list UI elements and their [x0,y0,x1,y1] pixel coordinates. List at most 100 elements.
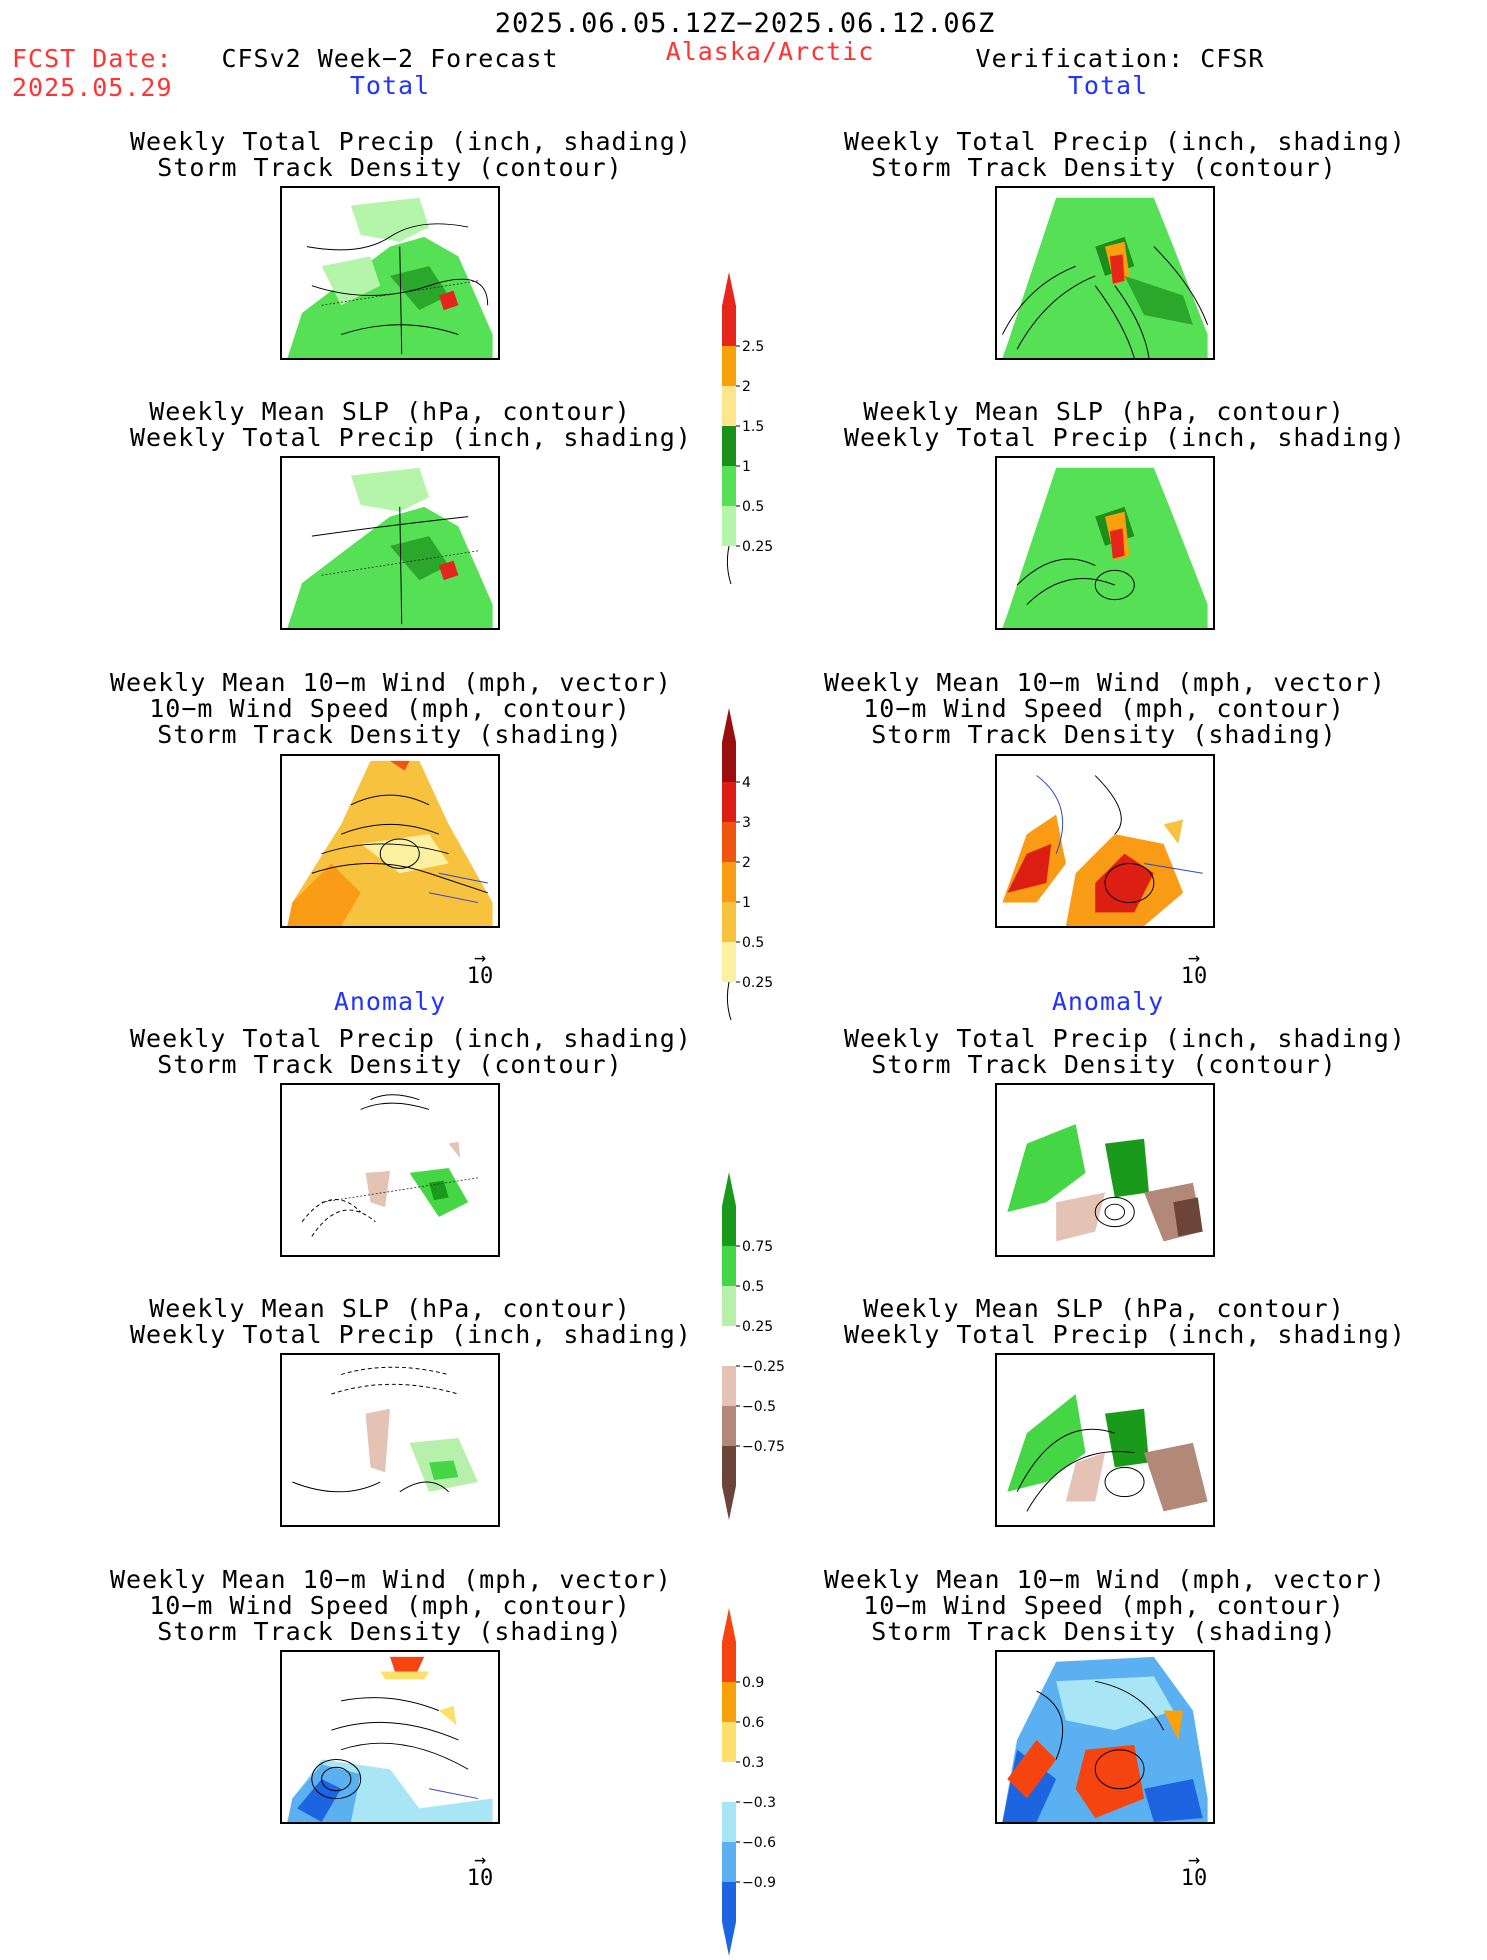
colorbar-label: 0.25 [742,1319,773,1335]
arrow-right-icon: → [473,945,487,969]
map-total-precip-storm-forecast [280,186,500,360]
colorbar-label: 0.5 [742,935,764,951]
colorbar-swatch [722,306,736,346]
title-l5-line1: Weekly Mean SLP (hPa, contour) [149,1294,631,1323]
colorbar-storm-anom: 0.9 0.6 0.3 −0.3 −0.6 −0.9 [722,1608,782,1956]
title-r5-line1: Weekly Mean SLP (hPa, contour) [863,1294,1345,1323]
colorbar-swatch [722,1366,736,1406]
vector-ref-r3: → 10 [1164,945,1224,989]
colorbar-label: −0.75 [742,1439,785,1455]
colorbar-swatch [722,506,736,546]
title-l2-line2: Weekly Total Precip (inch, shading) [130,423,692,452]
title-l3-line2: 10−m Wind Speed (mph, contour) [149,694,631,723]
verification-label: Verification: CFSR [975,44,1265,73]
title-r2-line2: Weekly Total Precip (inch, shading) [844,423,1406,452]
colorbar-label: −0.25 [742,1359,785,1375]
title-r1-line2: Storm Track Density (contour) [871,153,1337,182]
map-slp-precip-verif [995,456,1215,630]
section-anomaly-right: Anomaly [1051,987,1165,1016]
colorbar-bottom-arrow [722,1922,736,1956]
section-anomaly-left: Anomaly [333,987,447,1016]
colorbar-bottom-arrow [722,1486,736,1520]
title-l6-line3: Storm Track Density (shading) [157,1617,623,1646]
colorbar-storm-total: 4 3 2 1 0.5 0.25 [722,708,782,1021]
title-l5-line2: Weekly Total Precip (inch, shading) [130,1320,692,1349]
colorbar-top-arrow [722,1172,736,1206]
title-l3-line3: Storm Track Density (shading) [157,720,623,749]
colorbar-label: 3 [742,815,751,831]
colorbar-label: 0.5 [742,1279,764,1295]
colorbar-svg: 2.5 2 1.5 1 0.5 0.25 [722,272,773,585]
colorbar-swatch [722,1802,736,1842]
colorbar-label: 2 [742,855,751,871]
section-total-right: Total [1067,71,1149,100]
title-r4-line1: Weekly Total Precip (inch, shading) [844,1024,1406,1053]
colorbar-swatch [722,742,736,782]
title-r6-line3: Storm Track Density (shading) [871,1617,1337,1646]
colorbar-svg: 0.75 0.5 0.25 −0.25 −0.5 −0.75 [722,1172,785,1520]
colorbar-label: 0.9 [742,1675,764,1691]
title-l1-line2: Storm Track Density (contour) [157,153,623,182]
colorbar-top-arrow [722,1608,736,1642]
colorbar-svg: 0.9 0.6 0.3 −0.3 −0.6 −0.9 [722,1608,776,1956]
title-r6-line2: 10−m Wind Speed (mph, contour) [863,1591,1345,1620]
map-anom-wind-storm-forecast [280,1650,500,1824]
colorbar-swatch [722,862,736,902]
map-anom-wind-storm-verif [995,1650,1215,1824]
map-wind-storm-forecast [280,754,500,928]
arrow-right-icon: → [1187,1847,1201,1871]
colorbar-top-arrow [722,272,736,306]
title-r4-line2: Storm Track Density (contour) [871,1050,1337,1079]
colorbar-swatch [722,902,736,942]
fcst-date-value: 2025.05.29 [12,73,173,102]
fcst-date-label: FCST Date: [12,44,173,73]
model-label: CFSv2 Week−2 Forecast [221,44,559,73]
map-total-precip-storm-verif [995,186,1215,360]
title-r3-line3: Storm Track Density (shading) [871,720,1337,749]
colorbar-label: 2.5 [742,339,764,355]
colorbar-swatch [722,426,736,466]
colorbar-label: 0.6 [742,1715,764,1731]
map-wind-storm-verif [995,754,1215,928]
colorbar-label: 1 [742,895,751,911]
colorbar-label: 0.3 [742,1755,764,1771]
region-label: Alaska/Arctic [665,37,875,66]
title-l1-line1: Weekly Total Precip (inch, shading) [130,127,692,156]
colorbar-label: −0.5 [742,1399,776,1415]
colorbar-label: −0.6 [742,1835,776,1851]
colorbar-swatch [722,466,736,506]
vector-ref-l6: → 10 [450,1847,510,1891]
colorbar-swatch [722,1406,736,1446]
map-anom-slp-precip-verif [995,1353,1215,1527]
title-r6-line1: Weekly Mean 10−m Wind (mph, vector) [824,1565,1386,1594]
colorbar-swatch [722,1326,736,1366]
title-r3-line2: 10−m Wind Speed (mph, contour) [863,694,1345,723]
map-slp-precip-forecast [280,456,500,630]
colorbar-swatch [722,1286,736,1326]
vector-ref-l3: → 10 [450,945,510,989]
colorbar-label: −0.3 [742,1795,776,1811]
title-l6-line1: Weekly Mean 10−m Wind (mph, vector) [110,1565,672,1594]
colorbar-swatch [722,1446,736,1486]
title-l6-line2: 10−m Wind Speed (mph, contour) [149,1591,631,1620]
title-l4-line2: Storm Track Density (contour) [157,1050,623,1079]
title-r3-line1: Weekly Mean 10−m Wind (mph, vector) [824,668,1386,697]
colorbar-label: 2 [742,379,751,395]
colorbar-label: 0.5 [742,499,764,515]
colorbar-swatch [722,1762,736,1802]
colorbar-swatch [722,1842,736,1882]
colorbar-swatch [722,942,736,982]
arrow-right-icon: → [1187,945,1201,969]
title-r5-line2: Weekly Total Precip (inch, shading) [844,1320,1406,1349]
colorbar-label: 0.25 [742,539,773,555]
colorbar-swatch [722,1206,736,1246]
date-range-title: 2025.06.05.12Z−2025.06.12.06Z [494,8,996,39]
colorbar-top-arrow [722,708,736,742]
map-anom-precip-storm-forecast [280,1083,500,1257]
arrow-right-icon: → [473,1847,487,1871]
title-l2-line1: Weekly Mean SLP (hPa, contour) [149,397,631,426]
title-r1-line1: Weekly Total Precip (inch, shading) [844,127,1406,156]
title-r2-line1: Weekly Mean SLP (hPa, contour) [863,397,1345,426]
colorbar-swatch [722,782,736,822]
map-anom-slp-precip-forecast [280,1353,500,1527]
